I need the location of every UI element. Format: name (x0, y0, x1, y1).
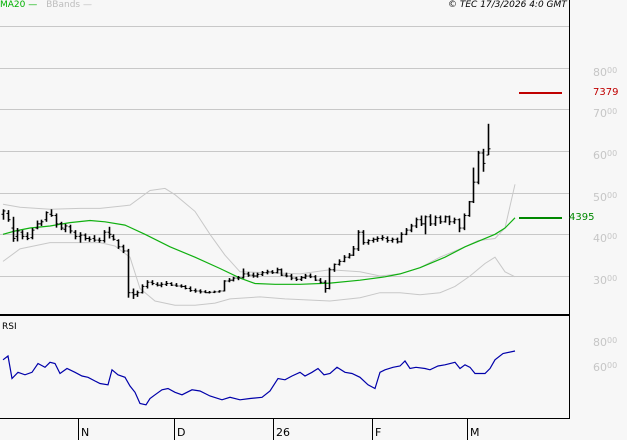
time-tick-label: F (375, 426, 382, 439)
rsi-title: RSI (2, 322, 17, 332)
legend-bbands[interactable]: BBands — (46, 0, 92, 10)
price-tick-label: 8000 (593, 66, 618, 79)
rsi-tick-label: 8000 (593, 336, 618, 349)
legend-ma20[interactable]: MA20 — (0, 0, 38, 10)
rsi-tick-label: 6000 (593, 361, 618, 374)
time-tick-label: N (81, 426, 90, 439)
rsi-line (2, 350, 516, 406)
time-tick-label: D (177, 426, 186, 439)
copyright-timestamp: © TEC 17/3/2026 4:0 GMT (448, 0, 567, 10)
gridlines (0, 26, 569, 277)
chart-frame (0, 0, 570, 440)
bollinger-bands (2, 184, 516, 306)
legend: MA20 — BBands — (0, 0, 92, 11)
target-red-label: 7379 (593, 87, 619, 98)
price-tick-label: 3000 (593, 274, 618, 287)
price-tick-label: 4000 (593, 232, 618, 245)
time-tick-label: M (470, 426, 480, 439)
ma20-line (2, 217, 516, 285)
time-tick-label: 26 (276, 426, 290, 439)
price-tick-label: 7000 (593, 107, 618, 120)
price-tick-label: 6000 (593, 149, 618, 162)
ohlc-bars (1, 123, 491, 299)
target-green-label: 4395 (569, 212, 595, 223)
price-tick-label: 5000 (593, 191, 618, 204)
target-lines (519, 92, 562, 219)
